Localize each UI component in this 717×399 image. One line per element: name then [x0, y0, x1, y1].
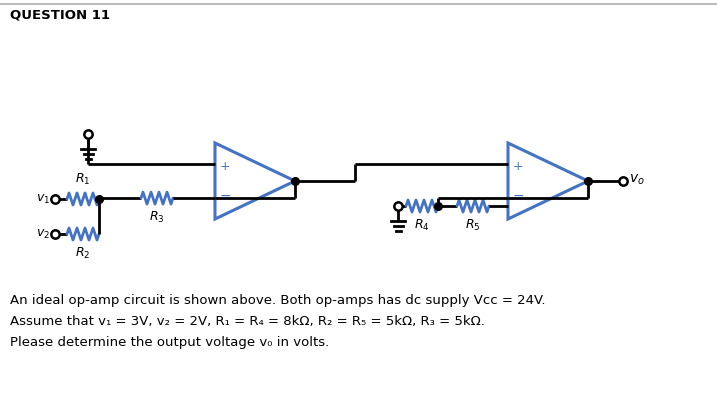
Text: Assume that v₁ = 3V, v₂ = 2V, R₁ = R₄ = 8kΩ, R₂ = R₅ = 5kΩ, R₃ = 5kΩ.: Assume that v₁ = 3V, v₂ = 2V, R₁ = R₄ = … — [10, 315, 485, 328]
Text: −: − — [512, 188, 524, 202]
Text: $R_2$: $R_2$ — [75, 246, 90, 261]
Text: $R_3$: $R_3$ — [149, 210, 165, 225]
Text: An ideal op-amp circuit is shown above. Both op-amps has dc supply Vcc = 24V.: An ideal op-amp circuit is shown above. … — [10, 294, 546, 307]
Text: −: − — [219, 188, 231, 202]
Text: $R_4$: $R_4$ — [414, 218, 429, 233]
Text: QUESTION 11: QUESTION 11 — [10, 9, 110, 22]
Text: $v_2$: $v_2$ — [36, 227, 50, 241]
Text: $v_o$: $v_o$ — [629, 173, 645, 187]
Text: $R_1$: $R_1$ — [75, 172, 91, 187]
Text: $R_5$: $R_5$ — [465, 218, 481, 233]
Text: +: + — [219, 160, 230, 173]
Text: $v_1$: $v_1$ — [36, 192, 50, 205]
Text: Please determine the output voltage v₀ in volts.: Please determine the output voltage v₀ i… — [10, 336, 329, 349]
Text: +: + — [513, 160, 523, 173]
